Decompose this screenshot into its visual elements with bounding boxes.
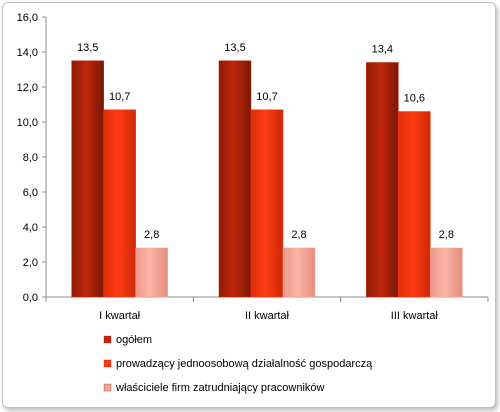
y-tick-label: 10,0 — [17, 117, 38, 129]
legend-swatch — [103, 335, 112, 344]
data-label: 2,8 — [144, 229, 159, 241]
bar — [398, 111, 431, 298]
legend-swatch — [103, 383, 112, 392]
legend: ogółem prowadzący jednoosobową działalnoś… — [103, 334, 373, 394]
bar — [103, 109, 136, 298]
data-label: 2,8 — [291, 229, 306, 241]
legend-label: ogółem — [116, 334, 152, 346]
bar — [218, 60, 252, 298]
y-tick-label: 16,0 — [17, 12, 38, 24]
bar — [366, 62, 399, 298]
legend-label: prowadzący jednoosobową działalność gosp… — [116, 358, 373, 370]
legend-swatch — [103, 359, 112, 368]
y-tick-label: 6,0 — [23, 187, 38, 199]
x-tick-label: II kwartał — [245, 310, 290, 322]
value-labels: 13,5 13,5 13,4 10,7 10,7 10,6 2,8 2,8 2,8 — [77, 42, 454, 241]
y-tick-label: 2,0 — [23, 257, 38, 269]
data-label: 2,8 — [439, 229, 454, 241]
bar — [430, 247, 463, 298]
bar — [250, 109, 284, 298]
bar — [71, 60, 104, 298]
x-tick-label: III kwartał — [391, 310, 439, 322]
bar — [135, 247, 168, 298]
y-tick-label: 14,0 — [17, 47, 38, 59]
data-label: 10,6 — [404, 93, 425, 105]
bars — [71, 60, 463, 298]
data-label: 13,5 — [77, 42, 98, 54]
legend-label: właściciele firm zatrudniający pracownik… — [115, 382, 325, 394]
data-label: 13,4 — [372, 44, 393, 56]
data-label: 13,5 — [224, 42, 245, 54]
y-tick-label: 12,0 — [17, 82, 38, 94]
x-tick-label: I kwartał — [99, 310, 141, 322]
data-label: 10,7 — [109, 91, 130, 103]
y-tick-label: 0,0 — [23, 292, 38, 304]
y-tick-label: 8,0 — [23, 152, 38, 164]
data-label: 10,7 — [256, 91, 277, 103]
y-tick-label: 4,0 — [23, 222, 38, 234]
bar — [282, 247, 316, 298]
